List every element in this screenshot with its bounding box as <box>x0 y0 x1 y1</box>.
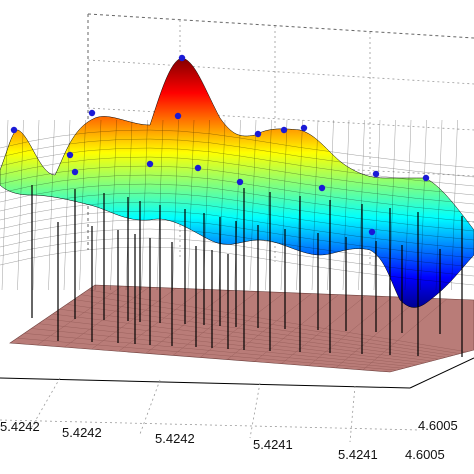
y-tick-label: 4.6005 <box>418 418 458 433</box>
peak-markers <box>10 54 430 236</box>
peak-marker <box>280 126 288 134</box>
peak-marker <box>10 126 18 134</box>
peak-marker <box>174 112 182 120</box>
y-tick-label: 4.6005 <box>405 447 445 462</box>
peak-marker <box>300 124 308 132</box>
peak-marker <box>88 109 96 117</box>
x-tick-label: 5.4242 <box>155 431 195 446</box>
axes-box <box>0 13 474 389</box>
peak-marker <box>318 184 326 192</box>
peak-marker <box>146 160 154 168</box>
peak-marker <box>71 168 79 176</box>
peak-marker <box>368 228 376 236</box>
peak-marker <box>422 174 430 182</box>
peak-marker <box>236 178 244 186</box>
x-tick-label: 5.4241 <box>253 437 293 452</box>
stems <box>31 185 463 357</box>
peak-marker <box>372 170 380 178</box>
x-tick-label: 5.4241 <box>338 447 378 462</box>
x-tick-labels: 5.4242 5.4242 5.4242 5.4241 5.4241 <box>0 419 378 462</box>
y-tick-labels: 4.6005 4.6005 <box>405 418 458 462</box>
peak-marker <box>178 54 186 62</box>
peak-marker <box>254 130 262 138</box>
peak-marker <box>66 151 74 159</box>
peak-marker <box>194 164 202 172</box>
x-tick-label: 5.4242 <box>62 425 102 440</box>
x-tick-label: 5.4242 <box>0 419 40 434</box>
